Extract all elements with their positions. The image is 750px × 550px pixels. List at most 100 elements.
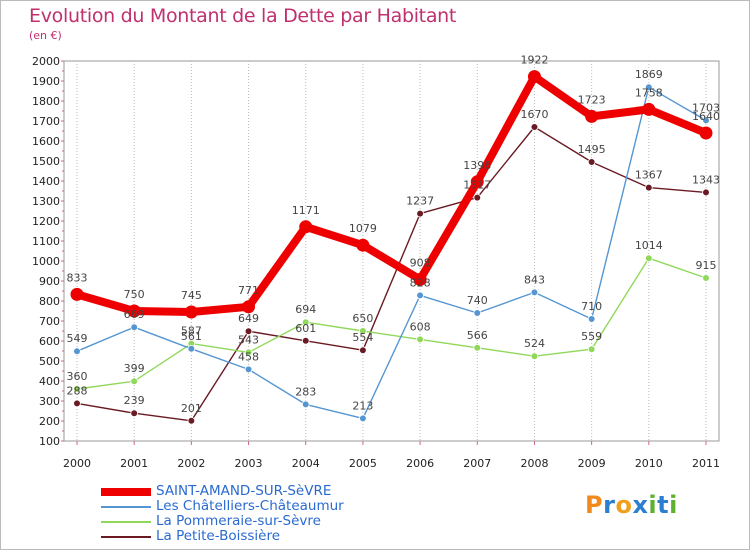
point-chatelliers-2007 xyxy=(473,309,482,317)
point-pommeraie-2007 xyxy=(473,343,482,352)
data-label-saint-amand-2000: 833 xyxy=(67,271,88,284)
x-tick-label-2004: 2004 xyxy=(292,457,320,470)
data-label-saint-amand-2004: 1171 xyxy=(292,204,320,217)
point-chatelliers-2009 xyxy=(587,315,596,323)
point-pommeraie-2001 xyxy=(130,377,138,386)
x-tick-label-2006: 2006 xyxy=(406,457,434,470)
series-line-pommeraie xyxy=(76,257,707,390)
data-label-saint-amand-2005: 1079 xyxy=(349,222,377,235)
data-label-pommeraie-2002: 587 xyxy=(181,325,202,338)
data-label-chatelliers-2002: 561 xyxy=(181,330,202,343)
x-tick-label-2005: 2005 xyxy=(349,457,377,470)
y-tick-label-800: 800 xyxy=(39,295,60,308)
point-chatelliers-2010 xyxy=(645,83,653,91)
data-label-pommeraie-2001: 399 xyxy=(124,362,145,375)
legend-label-petite-boissiere: La Petite-Boissière xyxy=(156,528,281,544)
data-label-saint-amand-2010: 1758 xyxy=(635,86,663,99)
data-label-chatelliers-2010: 1869 xyxy=(635,68,663,81)
data-label-petite-boissiere-2006: 1237 xyxy=(406,195,434,208)
data-label-pommeraie-2006: 608 xyxy=(410,320,431,333)
point-petite-boissiere-2001 xyxy=(130,409,138,418)
point-petite-boissiere-2008 xyxy=(530,123,539,131)
data-label-petite-boissiere-2011: 1343 xyxy=(692,173,720,186)
point-pommeraie-2004 xyxy=(301,318,310,327)
data-label-pommeraie-2003: 543 xyxy=(238,333,259,346)
y-tick-label-2000: 2000 xyxy=(32,55,60,68)
x-tick-label-2002: 2002 xyxy=(177,457,205,470)
data-label-petite-boissiere-2003: 649 xyxy=(238,312,259,325)
data-label-chatelliers-2001: 669 xyxy=(124,308,145,321)
legend: SAINT-AMAND-SUR-SèVRE Les Châtelliers-Ch… xyxy=(101,483,421,545)
legend-swatch-saint-amand xyxy=(101,488,151,496)
point-saint-amand-2001 xyxy=(127,304,141,318)
point-petite-boissiere-2002 xyxy=(187,416,196,425)
data-label-pommeraie-2009: 559 xyxy=(581,330,602,343)
y-tick-label-500: 500 xyxy=(39,355,60,368)
data-label-chatelliers-2009: 710 xyxy=(581,300,602,313)
data-label-saint-amand-2003: 771 xyxy=(238,284,259,297)
point-pommeraie-2008 xyxy=(530,352,539,361)
data-label-chatelliers-2007: 740 xyxy=(467,294,488,307)
point-petite-boissiere-2006 xyxy=(416,209,424,218)
data-label-chatelliers-2005: 213 xyxy=(352,399,373,412)
proxiti-logo: Proxiti xyxy=(585,491,678,519)
logo-letter: i xyxy=(648,491,658,519)
point-petite-boissiere-2007 xyxy=(473,193,482,202)
data-label-chatelliers-2011: 1703 xyxy=(692,101,720,114)
point-chatelliers-2003 xyxy=(244,365,253,374)
point-pommeraie-2010 xyxy=(645,254,653,263)
x-tick-label-2003: 2003 xyxy=(235,457,263,470)
point-petite-boissiere-2003 xyxy=(244,327,253,336)
chart-subtitle: (en €) xyxy=(29,29,62,42)
point-pommeraie-2006 xyxy=(416,335,424,344)
legend-item-chatelliers: Les Châtelliers-Châteaumur xyxy=(101,498,421,515)
point-petite-boissiere-2005 xyxy=(359,346,367,355)
point-saint-amand-2007 xyxy=(470,175,484,189)
x-tick-label-2007: 2007 xyxy=(463,457,491,470)
y-tick-label-1900: 1900 xyxy=(32,75,60,88)
grid-lines xyxy=(76,61,707,441)
x-tick-label-2008: 2008 xyxy=(520,457,548,470)
y-tick-label-300: 300 xyxy=(39,395,60,408)
data-label-saint-amand-2011: 1640 xyxy=(692,110,720,123)
point-petite-boissiere-2009 xyxy=(587,158,596,166)
legend-swatch-pommeraie xyxy=(101,521,151,523)
logo-letter: t xyxy=(657,491,670,519)
data-label-pommeraie-2008: 524 xyxy=(524,337,545,350)
data-label-saint-amand-2007: 1396 xyxy=(463,159,491,172)
y-tick-label-1500: 1500 xyxy=(32,155,60,168)
data-label-pommeraie-2010: 1014 xyxy=(635,239,663,252)
data-label-chatelliers-2008: 843 xyxy=(524,273,545,286)
point-saint-amand-2010 xyxy=(642,102,656,116)
data-label-petite-boissiere-2000: 288 xyxy=(67,384,88,397)
point-saint-amand-2003 xyxy=(242,300,256,314)
data-label-saint-amand-2001: 750 xyxy=(124,288,145,301)
point-petite-boissiere-2004 xyxy=(301,336,310,345)
data-label-pommeraie-2005: 650 xyxy=(352,312,373,325)
point-saint-amand-2009 xyxy=(585,109,599,123)
y-tick-label-100: 100 xyxy=(39,435,60,448)
data-label-petite-boissiere-2009: 1495 xyxy=(578,143,606,156)
point-pommeraie-2003 xyxy=(244,348,253,357)
x-tick-label-2000: 2000 xyxy=(63,457,91,470)
point-saint-amand-2011 xyxy=(699,126,713,140)
axis-ticks: 100 200 300 400 500 600 700 800 900 1000 1100 1200 1… xyxy=(32,55,720,470)
point-chatelliers-2000 xyxy=(73,347,81,356)
point-saint-amand-2005 xyxy=(356,238,370,252)
logo-letter: x xyxy=(632,491,649,519)
y-tick-label-400: 400 xyxy=(39,375,60,388)
data-label-petite-boissiere-2004: 601 xyxy=(295,322,316,335)
legend-label-pommeraie: La Pommeraie-sur-Sèvre xyxy=(156,513,321,529)
legend-item-petite-boissiere: La Petite-Boissière xyxy=(101,528,421,545)
x-tick-label-2010: 2010 xyxy=(635,457,663,470)
y-tick-label-900: 900 xyxy=(39,275,60,288)
point-saint-amand-2006 xyxy=(413,272,427,286)
data-label-petite-boissiere-2007: 1317 xyxy=(463,179,491,192)
legend-label-saint-amand: SAINT-AMAND-SUR-SèVRE xyxy=(156,483,332,499)
data-label-pommeraie-2004: 694 xyxy=(295,303,316,316)
legend-item-pommeraie: La Pommeraie-sur-Sèvre xyxy=(101,513,421,530)
y-tick-label-1700: 1700 xyxy=(32,115,60,128)
x-tick-label-2011: 2011 xyxy=(692,457,720,470)
y-tick-label-1000: 1000 xyxy=(32,255,60,268)
